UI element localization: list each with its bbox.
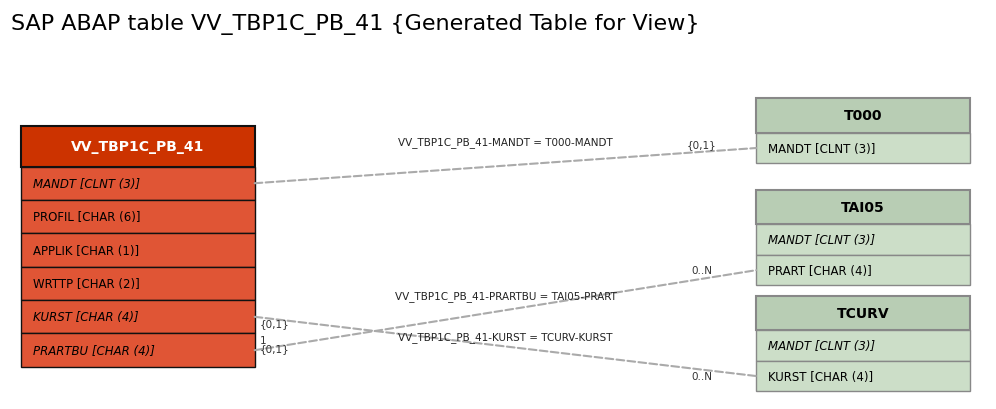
Text: {0,1}: {0,1} (686, 139, 716, 150)
FancyBboxPatch shape (756, 133, 970, 164)
Text: {0,1}: {0,1} (260, 318, 290, 328)
Text: PROFIL [CHAR (6)]: PROFIL [CHAR (6)] (33, 211, 140, 224)
FancyBboxPatch shape (21, 267, 255, 300)
Text: 0..N: 0..N (691, 265, 713, 276)
FancyBboxPatch shape (21, 200, 255, 234)
FancyBboxPatch shape (756, 361, 970, 391)
Text: VV_TBP1C_PB_41-MANDT = T000-MANDT: VV_TBP1C_PB_41-MANDT = T000-MANDT (398, 136, 613, 147)
Text: 1: 1 (260, 335, 266, 345)
Text: T000: T000 (844, 109, 882, 123)
FancyBboxPatch shape (756, 255, 970, 286)
FancyBboxPatch shape (21, 126, 255, 167)
FancyBboxPatch shape (21, 167, 255, 200)
FancyBboxPatch shape (21, 234, 255, 267)
FancyBboxPatch shape (756, 225, 970, 255)
Text: VV_TBP1C_PB_41-PRARTBU = TAI05-PRART: VV_TBP1C_PB_41-PRARTBU = TAI05-PRART (394, 291, 617, 302)
FancyBboxPatch shape (756, 190, 970, 225)
Text: 0..N: 0..N (691, 371, 713, 381)
FancyBboxPatch shape (21, 300, 255, 334)
FancyBboxPatch shape (756, 296, 970, 330)
Text: PRARTBU [CHAR (4)]: PRARTBU [CHAR (4)] (33, 344, 155, 357)
Text: PRART [CHAR (4)]: PRART [CHAR (4)] (768, 264, 872, 277)
Text: MANDT [CLNT (3)]: MANDT [CLNT (3)] (33, 177, 140, 190)
Text: KURST [CHAR (4)]: KURST [CHAR (4)] (33, 310, 138, 324)
Text: WRTTP [CHAR (2)]: WRTTP [CHAR (2)] (33, 277, 139, 290)
Text: VV_TBP1C_PB_41: VV_TBP1C_PB_41 (72, 140, 204, 154)
Text: MANDT [CLNT (3)]: MANDT [CLNT (3)] (768, 339, 875, 352)
FancyBboxPatch shape (21, 334, 255, 367)
FancyBboxPatch shape (756, 330, 970, 361)
Text: TCURV: TCURV (837, 306, 889, 320)
Text: KURST [CHAR (4)]: KURST [CHAR (4)] (768, 370, 873, 382)
Text: SAP ABAP table VV_TBP1C_PB_41 {Generated Table for View}: SAP ABAP table VV_TBP1C_PB_41 {Generated… (11, 13, 700, 34)
FancyBboxPatch shape (756, 99, 970, 133)
Text: TAI05: TAI05 (842, 200, 884, 215)
Text: {0,1}: {0,1} (260, 343, 290, 353)
Text: MANDT [CLNT (3)]: MANDT [CLNT (3)] (768, 234, 875, 247)
Text: MANDT [CLNT (3)]: MANDT [CLNT (3)] (768, 142, 875, 155)
Text: VV_TBP1C_PB_41-KURST = TCURV-KURST: VV_TBP1C_PB_41-KURST = TCURV-KURST (398, 331, 613, 342)
Text: APPLIK [CHAR (1)]: APPLIK [CHAR (1)] (33, 244, 139, 257)
